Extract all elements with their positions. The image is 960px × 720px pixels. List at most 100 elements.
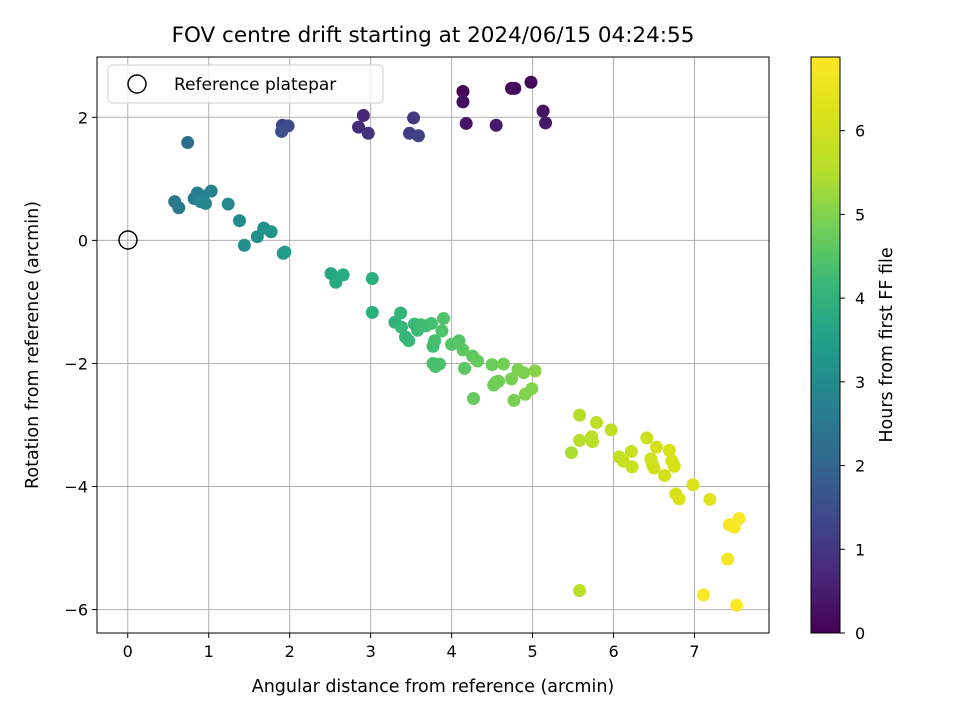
colorbar: 0 1 2 3 4 5 6 Hours from first FF file	[810, 56, 897, 643]
data-point	[517, 366, 531, 380]
x-tick-label: 6	[608, 642, 618, 661]
data-point	[264, 225, 278, 239]
reference-platepar-marker	[118, 230, 138, 250]
x-tick-label: 2	[285, 642, 295, 661]
data-point	[352, 120, 366, 134]
x-tick-label: 5	[527, 642, 537, 661]
colorbar-label: Hours from first FF file	[877, 247, 897, 442]
legend-box	[107, 64, 384, 104]
data-point	[590, 416, 604, 430]
colorbar-tick-label: 1	[855, 540, 865, 559]
x-tick-label: 0	[123, 642, 133, 661]
data-point	[278, 245, 292, 259]
legend-label: Reference platepar	[174, 75, 336, 95]
data-point	[237, 238, 251, 252]
colorbar-tick-label: 0	[855, 624, 865, 643]
data-point	[507, 393, 521, 407]
data-point	[221, 197, 235, 211]
y-tick-label: 0	[78, 231, 88, 250]
colorbar-tick-label: 6	[855, 122, 865, 141]
legend: Reference platepar	[107, 64, 384, 104]
data-point	[492, 374, 506, 388]
x-axis-label: Angular distance from reference (arcmin)	[252, 677, 615, 697]
colorbar-ticks: 0 1 2 3 4 5 6	[840, 122, 865, 643]
data-point	[198, 196, 212, 210]
data-point	[402, 334, 416, 348]
data-point	[696, 588, 710, 602]
data-point	[232, 214, 246, 228]
colorbar-tick-label: 2	[855, 457, 865, 476]
data-point	[536, 104, 550, 118]
data-point	[361, 126, 375, 140]
data-point	[394, 306, 408, 320]
colorbar-tick-label: 5	[855, 205, 865, 224]
plot-frame	[96, 56, 770, 634]
data-point	[528, 364, 542, 378]
data-point	[204, 184, 218, 198]
data-point	[407, 111, 421, 125]
colorbar-tick-label: 4	[855, 289, 865, 308]
data-point	[604, 423, 618, 437]
data-point	[649, 440, 663, 454]
data-point	[496, 357, 510, 371]
data-point	[424, 316, 438, 330]
y-tick-label: −4	[64, 478, 88, 497]
data-point	[489, 118, 503, 132]
axis-ticks: 0 1 2 3 4 5 6 7 −6 −4 −2 0 2	[64, 108, 699, 661]
data-point	[525, 382, 539, 396]
data-point	[365, 272, 379, 286]
data-point	[730, 598, 744, 612]
data-point	[662, 443, 676, 457]
colorbar-gradient	[810, 56, 841, 634]
data-point	[435, 324, 449, 338]
data-point	[686, 478, 700, 492]
data-point	[432, 357, 446, 371]
data-point	[437, 312, 451, 326]
colorbar-tick-label: 3	[855, 373, 865, 392]
data-point	[672, 492, 686, 506]
data-point	[456, 95, 470, 109]
data-point	[275, 124, 289, 138]
y-tick-label: −6	[64, 601, 88, 620]
data-point	[459, 116, 473, 130]
data-point	[456, 84, 470, 98]
data-points	[168, 75, 746, 612]
data-point	[365, 305, 379, 319]
y-axis-label: Rotation from reference (arcmin)	[23, 201, 43, 489]
data-point	[573, 408, 587, 422]
data-point	[732, 512, 746, 526]
data-point	[703, 492, 717, 506]
data-point	[524, 75, 538, 89]
data-point	[640, 431, 654, 445]
data-point	[658, 468, 672, 482]
data-point	[458, 361, 472, 375]
legend-marker-icon	[127, 74, 147, 94]
data-point	[721, 552, 735, 566]
data-point	[181, 136, 195, 150]
data-point	[625, 460, 639, 474]
data-point	[172, 201, 186, 215]
x-tick-label: 3	[366, 642, 376, 661]
data-point	[411, 129, 425, 143]
data-point	[573, 584, 587, 598]
data-point	[647, 461, 661, 475]
data-point	[573, 433, 587, 447]
y-tick-label: 2	[78, 108, 88, 127]
data-point	[394, 320, 408, 334]
x-tick-label: 7	[689, 642, 699, 661]
data-point	[667, 459, 681, 473]
chart-title: FOV centre drift starting at 2024/06/15 …	[172, 23, 695, 48]
data-point	[456, 343, 470, 357]
x-tick-label: 4	[447, 642, 457, 661]
data-point	[624, 444, 638, 458]
data-point	[508, 81, 522, 95]
data-point	[539, 116, 553, 130]
x-tick-label: 1	[204, 642, 214, 661]
data-point	[585, 435, 599, 449]
y-tick-label: −2	[64, 354, 88, 373]
data-point	[471, 354, 485, 368]
data-point	[505, 372, 519, 386]
data-point	[466, 392, 480, 406]
data-point	[428, 334, 442, 348]
